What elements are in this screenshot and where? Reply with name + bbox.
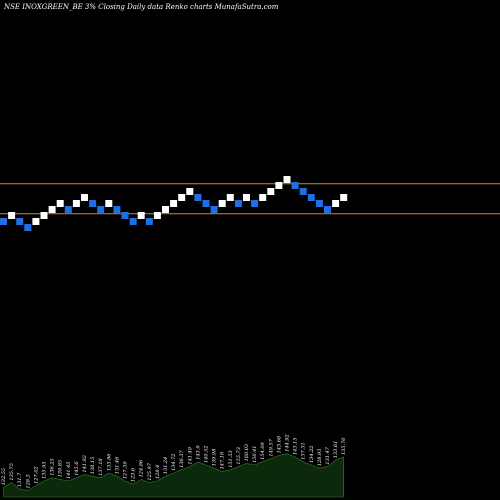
renko-brick [72, 200, 80, 207]
volume-label: 143.15 [293, 438, 299, 456]
volume-label: 131.47 [325, 446, 331, 464]
volume-label: 156.41 [252, 446, 258, 464]
volume-label: 132.55 [1, 468, 7, 486]
renko-brick [56, 200, 64, 207]
renko-brick [243, 194, 250, 201]
volume-label: 141.49 [187, 446, 193, 464]
volume-label: 133.86 [106, 453, 112, 471]
volume-label: 123.6 [131, 467, 137, 482]
volume-label: 136.25 [50, 458, 56, 476]
volume-label: 124.86 [139, 459, 145, 477]
renko-brick [194, 194, 202, 201]
volume-label: 140.52 [204, 446, 210, 464]
renko-brick [64, 206, 72, 213]
volume-label: 143.9 [195, 445, 201, 460]
renko-brick [48, 206, 56, 213]
renko-brick [226, 194, 234, 201]
volume-label: 127.02 [33, 466, 39, 484]
renko-brick [97, 206, 105, 213]
chart-title: NSE INOXGREEN_BE 3% Closing Daily data R… [3, 3, 279, 11]
renko-brick [186, 188, 194, 195]
renko-brick [105, 200, 113, 207]
renko-brick [267, 188, 275, 195]
volume-panel: 132.55 135.75 131.7 128.3 127.02 135.95 136.25… [1, 434, 347, 498]
renko-brick [251, 200, 259, 207]
renko-brick [113, 206, 121, 213]
renko-brick [121, 212, 129, 219]
renko-brick [40, 212, 48, 219]
volume-label: 135.76 [341, 437, 347, 455]
renko-brick [340, 194, 348, 201]
renko-brick [283, 176, 291, 183]
volume-label: 149.57 [268, 438, 274, 456]
renko-brick [89, 200, 97, 207]
renko-brick [0, 218, 7, 225]
reference-lines [0, 183, 500, 215]
volume-area [3, 453, 344, 498]
volume-label: 151.53 [228, 450, 234, 468]
volume-label: 141.92 [82, 455, 88, 473]
renko-brick [210, 206, 218, 213]
volume-label: 147.18 [220, 452, 226, 470]
renko-brick [315, 200, 323, 207]
volume-label: 131.7 [17, 472, 23, 487]
volume-label: 143.68 [276, 436, 282, 454]
renko-brick [16, 218, 24, 225]
volume-label: 138.15 [90, 457, 96, 475]
volume-label: 125.97 [147, 462, 153, 480]
volume-label: 127.39 [123, 461, 129, 479]
volume-label: 155.73 [236, 447, 242, 465]
renko-brick [218, 200, 226, 207]
renko-brick [153, 212, 161, 219]
renko-brick [202, 200, 210, 207]
volume-label: 139.98 [212, 449, 218, 467]
renko-brick [324, 206, 331, 213]
renko-brick [291, 182, 299, 189]
volume-label: 135.75 [9, 463, 15, 481]
renko-brick [234, 200, 242, 207]
volume-label: 154.09 [260, 441, 266, 459]
renko-brick [332, 200, 340, 207]
volume-label: 134.22 [309, 446, 315, 464]
volume-label: 135.95 [42, 462, 48, 480]
renko-brick [81, 194, 88, 201]
volume-label: 145.6 [74, 461, 80, 476]
volume-label: 131.24 [163, 457, 169, 475]
volume-label: 134.72 [171, 454, 177, 472]
volume-label: 128.4 [155, 465, 161, 479]
volume-label: 128.93 [317, 449, 323, 467]
renko-brick [137, 212, 145, 219]
volume-label: 128.3 [25, 474, 31, 488]
volume-label: 160.03 [244, 444, 250, 462]
renko-brick [170, 200, 178, 207]
renko-brick [162, 206, 169, 213]
volume-label: 144.92 [285, 434, 291, 452]
volume-label: 139.85 [58, 460, 64, 478]
renko-brick [32, 218, 40, 225]
volume-label: 141.45 [66, 462, 72, 480]
volume-label: 137.31 [301, 442, 307, 460]
renko-brick [178, 194, 186, 201]
renko-brick [8, 212, 16, 219]
volume-label: 131.46 [114, 456, 120, 474]
volume-label: 133.61 [333, 441, 339, 459]
renko-brick [24, 224, 32, 231]
renko-brick [307, 194, 315, 201]
renko-brick [259, 194, 267, 201]
renko-brick [275, 182, 283, 189]
volume-label: 136.37 [179, 449, 185, 467]
renko-brick [129, 218, 137, 225]
renko-brick [145, 218, 153, 225]
renko-brick [299, 188, 307, 195]
renko-bricks [0, 176, 348, 231]
volume-label: 137.18 [98, 458, 104, 476]
